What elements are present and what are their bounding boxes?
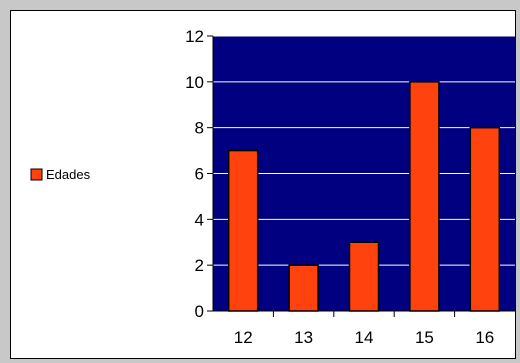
- y-tick-label: 4: [195, 210, 204, 229]
- y-tick-label: 10: [185, 73, 204, 92]
- bar-14: [348, 241, 380, 312]
- x-tick-label: 16: [475, 328, 494, 347]
- bar-chart: 0 2 4 6 8 10 12 12 13 14 15 16 Edades: [30, 27, 515, 347]
- y-tick-label: 12: [185, 27, 204, 46]
- axes: 0 2 4 6 8 10 12 12 13 14 15 16: [185, 27, 515, 347]
- x-tick-label: 15: [415, 328, 434, 347]
- bar-12: [227, 149, 259, 312]
- y-tick-label: 0: [195, 302, 204, 321]
- x-tick-label: 14: [355, 328, 374, 347]
- chart-panel: 0 2 4 6 8 10 12 12 13 14 15 16 Edades: [10, 10, 516, 359]
- x-tick-label: 12: [234, 328, 253, 347]
- bar-16: [469, 126, 501, 312]
- y-tick-label: 8: [195, 119, 204, 138]
- x-tick-label: 13: [294, 328, 313, 347]
- legend-swatch-edades: [30, 168, 43, 181]
- grid-lines: [213, 35, 515, 266]
- bar-15: [409, 81, 440, 312]
- legend: Edades: [30, 167, 91, 182]
- y-tick-label: 6: [195, 165, 204, 184]
- y-tick-label: 2: [195, 256, 204, 275]
- legend-label-edades: Edades: [46, 167, 91, 182]
- bar-13: [288, 264, 319, 312]
- bars: [227, 81, 501, 312]
